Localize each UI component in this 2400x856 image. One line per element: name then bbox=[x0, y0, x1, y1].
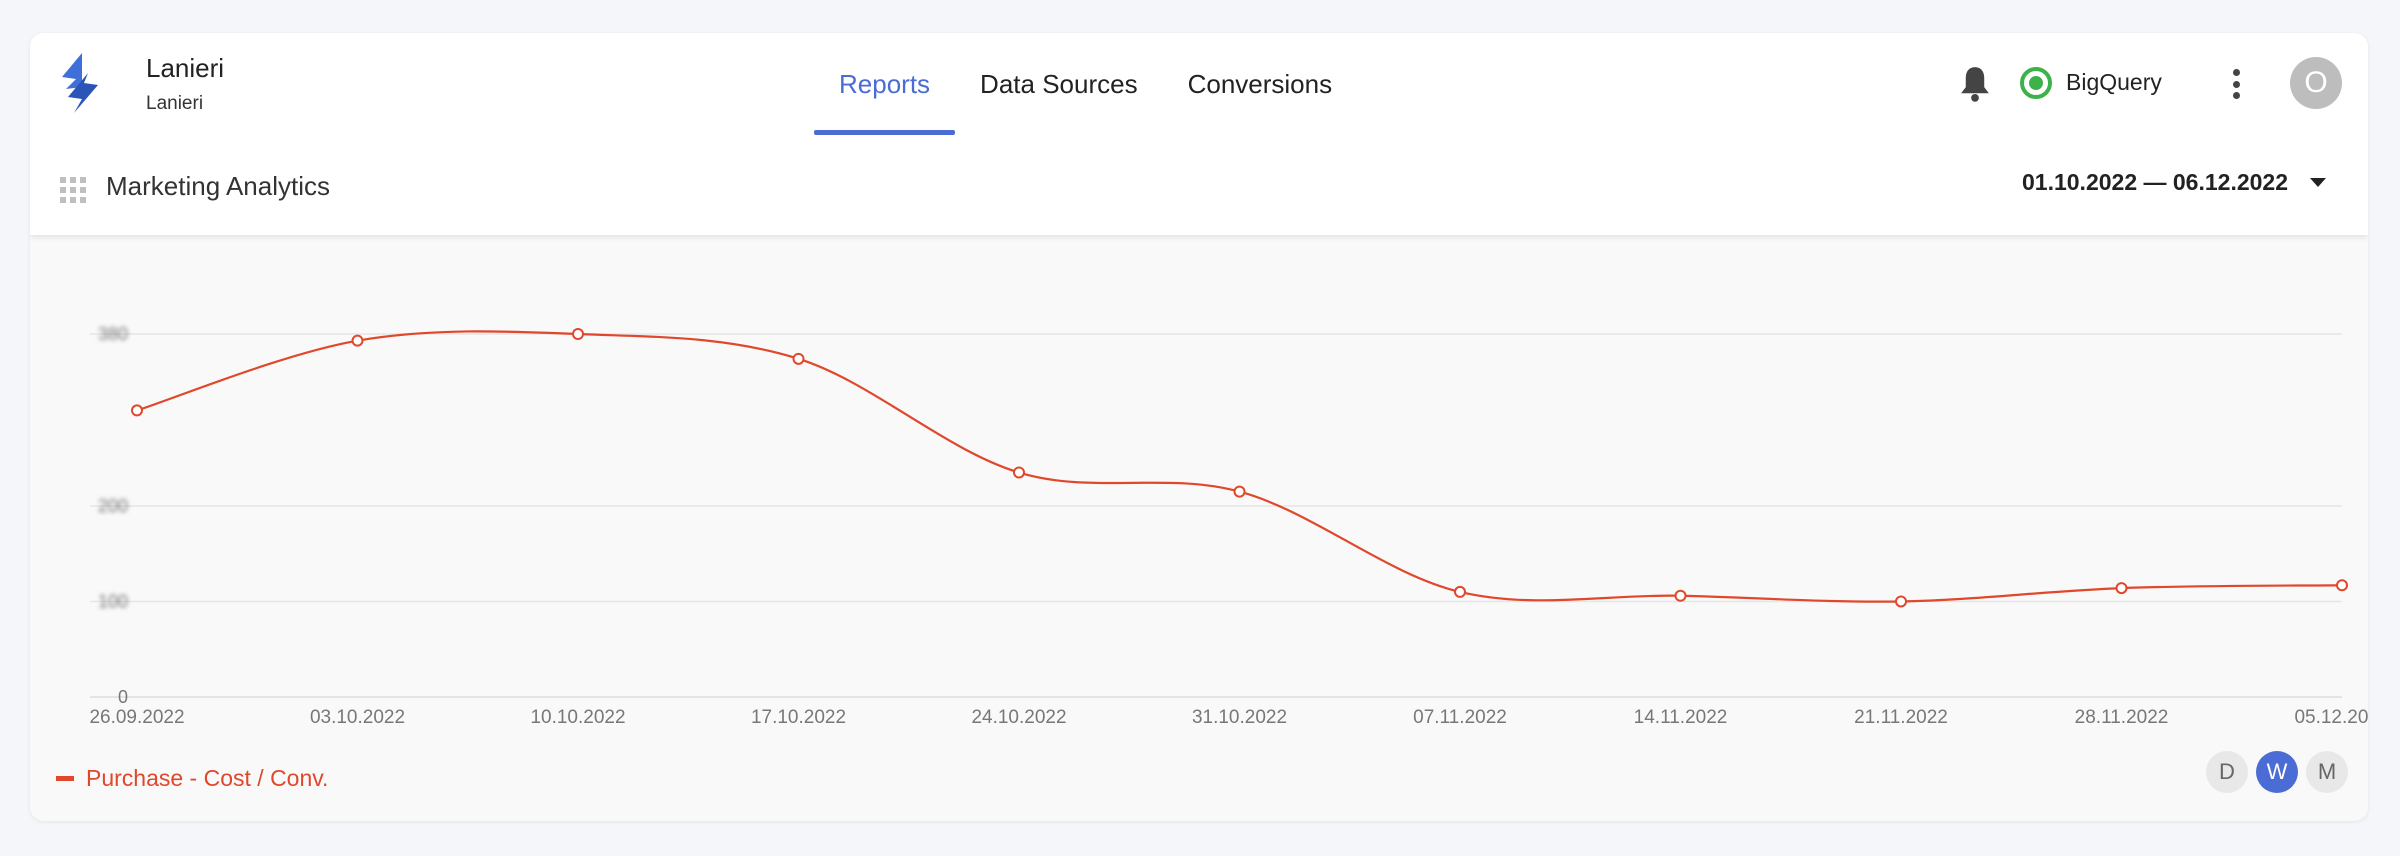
user-avatar[interactable]: O bbox=[2290, 57, 2342, 109]
x-tick-label: 17.10.2022 bbox=[751, 707, 846, 728]
data-point bbox=[1233, 485, 1246, 498]
tab-conversions[interactable]: Conversions bbox=[1187, 68, 1333, 99]
x-tick-label: 31.10.2022 bbox=[1192, 707, 1287, 728]
report-card: Lanieri Lanieri Reports Data Sources Con… bbox=[30, 33, 2368, 821]
data-point bbox=[1895, 595, 1907, 608]
period-day-button[interactable]: D bbox=[2206, 751, 2248, 793]
bell-icon[interactable] bbox=[1956, 64, 1994, 104]
chart-legend[interactable]: Purchase - Cost / Conv. bbox=[56, 765, 328, 792]
x-tick-label: 03.10.2022 bbox=[310, 707, 405, 728]
brand-title: Lanieri bbox=[146, 53, 225, 83]
data-point bbox=[2336, 579, 2348, 592]
tab-reports[interactable]: Reports bbox=[814, 33, 956, 135]
period-toggle: D W M bbox=[2198, 751, 2348, 793]
x-tick-label: 05.12.2022 bbox=[2294, 707, 2368, 728]
data-point bbox=[792, 352, 805, 365]
x-tick-label: 24.10.2022 bbox=[971, 707, 1066, 728]
y-tick-label: 100 bbox=[98, 591, 128, 611]
more-vert-icon[interactable] bbox=[2226, 65, 2246, 103]
brand-subtitle: Lanieri bbox=[146, 93, 204, 114]
app-logo-icon[interactable] bbox=[52, 49, 108, 117]
chart-area: 0 100 200 380 26.09.2022 03.10.2022 10.10.2022… bbox=[30, 235, 2368, 821]
x-tick-label: 28.11.2022 bbox=[2075, 707, 2169, 728]
data-point bbox=[1674, 589, 1687, 602]
x-tick-label: 14.11.2022 bbox=[1634, 707, 1728, 728]
data-point bbox=[131, 404, 143, 417]
data-point bbox=[1454, 585, 1466, 598]
data-point bbox=[572, 328, 584, 340]
line-chart: 0 100 200 380 26.09.2022 03.10.2022 10.10.2022… bbox=[89, 324, 2368, 728]
y-tick-label: 380 bbox=[98, 324, 128, 344]
x-tick-label: 10.10.2022 bbox=[530, 707, 625, 728]
data-point bbox=[2115, 582, 2128, 595]
top-header: Lanieri Lanieri Reports Data Sources Con… bbox=[30, 33, 2368, 135]
data-point bbox=[1013, 466, 1025, 479]
connection-status-icon bbox=[2020, 67, 2052, 99]
x-tick-label: 07.11.2022 bbox=[1413, 707, 1507, 728]
caret-down-icon bbox=[2310, 178, 2327, 187]
main-tabs: Reports Data Sources Conversions bbox=[814, 33, 1357, 135]
period-week-button[interactable]: W bbox=[2256, 751, 2298, 793]
period-month-button[interactable]: M bbox=[2306, 751, 2348, 793]
y-tick-label: 0 bbox=[118, 687, 128, 707]
tab-data-sources[interactable]: Data Sources bbox=[980, 68, 1138, 99]
data-source-label[interactable]: BigQuery bbox=[2066, 69, 2162, 95]
y-tick-label: 200 bbox=[98, 496, 128, 516]
date-range-label: 01.10.2022 — 06.12.2022 bbox=[2022, 169, 2289, 195]
report-subbar: Marketing Analytics 01.10.2022 — 06.12.2… bbox=[30, 135, 2368, 235]
x-tick-label: 21.11.2022 bbox=[1854, 707, 1948, 728]
report-title: Marketing Analytics bbox=[106, 171, 330, 201]
legend-swatch bbox=[56, 776, 74, 781]
series-line bbox=[136, 330, 2343, 603]
data-point bbox=[351, 334, 364, 347]
date-range-picker[interactable]: 01.10.2022 — 06.12.2022 bbox=[2022, 169, 2327, 196]
x-tick-label: 26.09.2022 bbox=[89, 707, 184, 728]
legend-label: Purchase - Cost / Conv. bbox=[86, 765, 329, 791]
apps-grid-icon[interactable] bbox=[60, 177, 86, 203]
